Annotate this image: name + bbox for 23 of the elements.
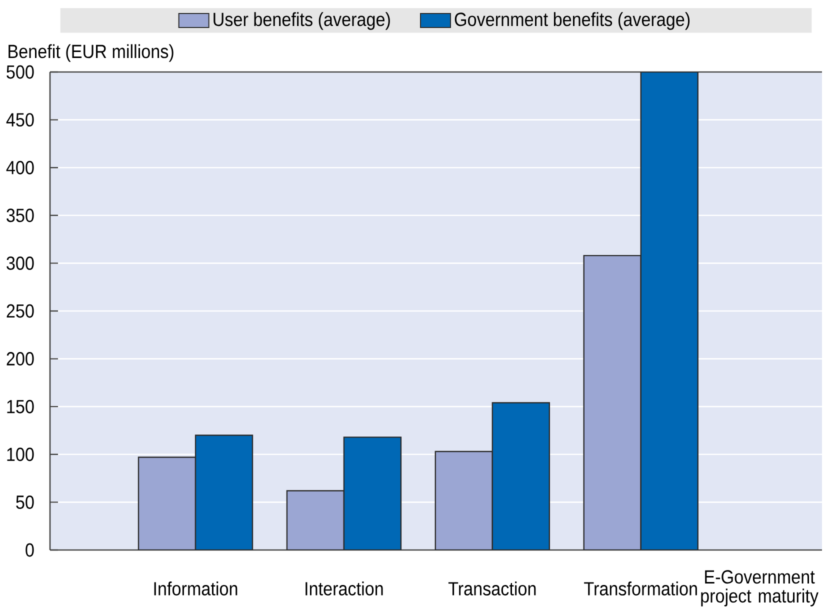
bar [138,456,196,550]
y-tick-label: 500 [6,65,34,79]
bar [286,490,345,550]
y-tick-label: 350 [6,208,34,222]
y-tick-label: 0 [26,543,34,557]
x-tick-label: Interaction [306,582,383,596]
y-axis-title: Benefit (EUR millions) [8,44,174,62]
y-tick-label: 100 [7,448,34,462]
x-tick-label: Transaction [448,582,536,596]
bar [583,254,642,550]
x-tick-label: Transformation [584,582,697,596]
y-tick-label: 450 [6,113,34,127]
y-tick-label: 50 [16,495,34,509]
bar [434,450,494,550]
y-tick-label: 150 [7,400,34,414]
legend-label: Government benefits (average) [454,12,690,30]
x-axis-title: E-Government project maturity [701,570,818,606]
x-tick-label: Information [154,582,238,596]
y-tick-label: 250 [6,304,34,318]
y-tick-label: 200 [6,352,34,366]
y-tick-label: 400 [6,160,34,174]
y-tick-label: 300 [6,256,34,270]
legend-label: User benefits (average) [214,12,390,30]
